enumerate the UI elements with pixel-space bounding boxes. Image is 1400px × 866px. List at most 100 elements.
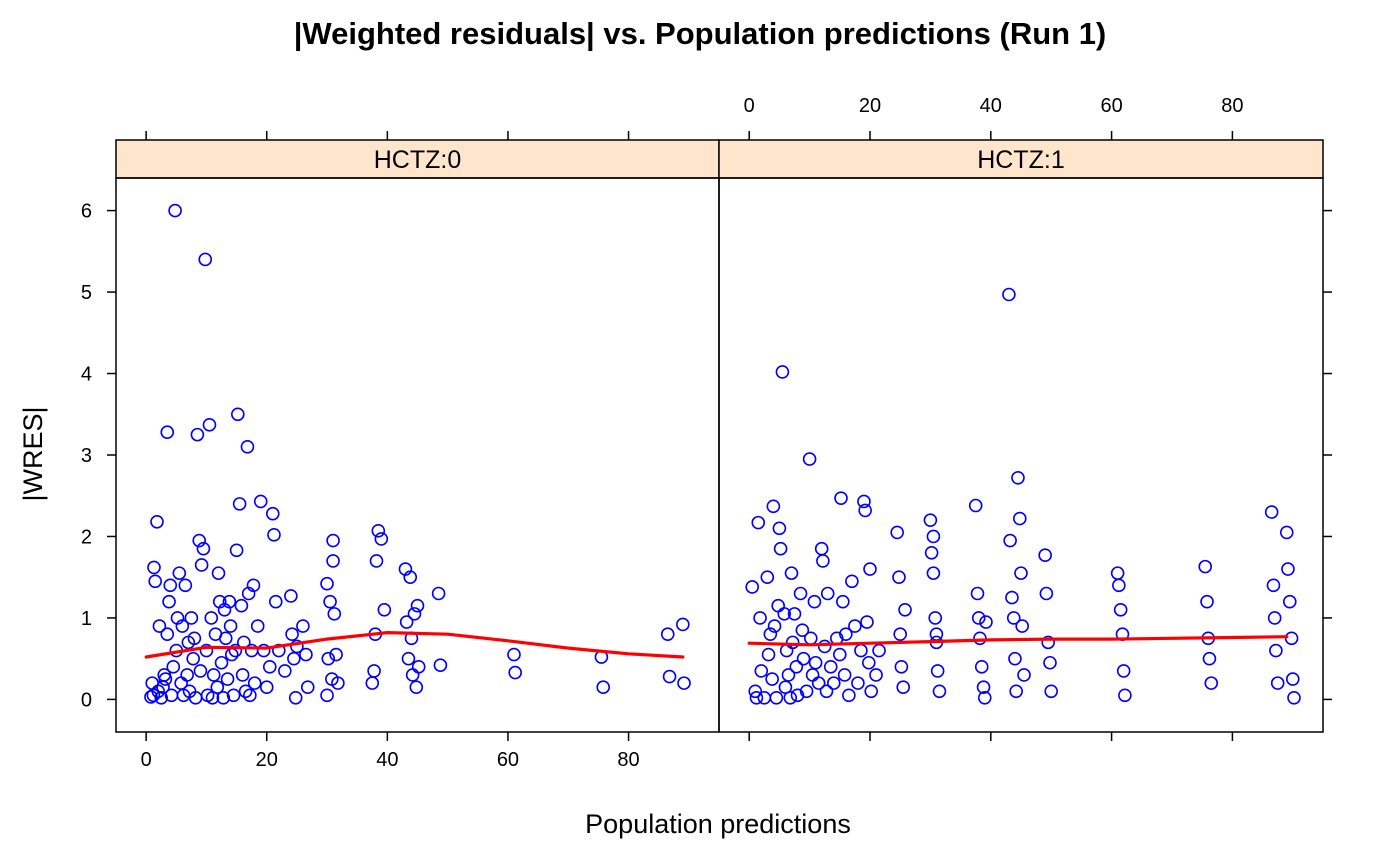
data-point bbox=[287, 651, 301, 666]
data-point bbox=[278, 664, 292, 678]
x-tick-label: 40 bbox=[980, 95, 1002, 117]
data-point bbox=[826, 676, 841, 690]
data-point bbox=[1269, 643, 1283, 658]
data-point bbox=[146, 688, 161, 703]
data-point bbox=[1200, 594, 1214, 609]
data-point bbox=[253, 494, 268, 509]
y-tick-label: 5 bbox=[81, 282, 92, 304]
data-point bbox=[861, 655, 876, 670]
data-point bbox=[326, 554, 340, 568]
data-point bbox=[872, 643, 886, 658]
data-point bbox=[1015, 619, 1030, 633]
data-point bbox=[265, 506, 280, 521]
data-point bbox=[926, 566, 941, 580]
data-point bbox=[837, 668, 852, 682]
data-point bbox=[1204, 676, 1219, 690]
data-point bbox=[820, 586, 835, 601]
data-point bbox=[924, 545, 939, 560]
data-point bbox=[814, 541, 829, 556]
x-tick-label: 80 bbox=[1221, 95, 1243, 117]
data-point bbox=[431, 586, 446, 601]
data-point bbox=[163, 578, 178, 593]
chart-title: |Weighted residuals| vs. Population pred… bbox=[294, 16, 1107, 51]
data-point bbox=[784, 566, 799, 580]
data-point bbox=[1266, 578, 1281, 593]
data-point bbox=[192, 533, 207, 548]
x-tick-label: 40 bbox=[376, 749, 398, 771]
data-point bbox=[677, 676, 691, 690]
data-point bbox=[807, 594, 822, 609]
data-point bbox=[816, 554, 830, 568]
data-point bbox=[819, 684, 834, 699]
data-point bbox=[890, 525, 904, 540]
data-point bbox=[596, 680, 611, 694]
data-point bbox=[1264, 505, 1279, 519]
data-point bbox=[272, 643, 286, 658]
data-point bbox=[151, 684, 166, 699]
data-point bbox=[896, 680, 911, 694]
x-tick-label: 20 bbox=[256, 749, 278, 771]
x-tick-label: 60 bbox=[1100, 95, 1122, 117]
data-point bbox=[971, 611, 986, 625]
data-point bbox=[772, 521, 787, 536]
data-point bbox=[288, 690, 303, 705]
data-point bbox=[214, 655, 229, 670]
data-point bbox=[1282, 594, 1297, 609]
data-point bbox=[804, 631, 818, 646]
data-point bbox=[864, 684, 879, 699]
data-point bbox=[796, 651, 811, 666]
data-point bbox=[172, 566, 187, 580]
y-axis-label: |WRES| bbox=[18, 406, 48, 501]
data-point bbox=[327, 607, 342, 621]
data-point bbox=[1198, 559, 1213, 574]
data-point bbox=[892, 570, 906, 585]
data-point bbox=[932, 684, 947, 699]
data-point bbox=[767, 619, 782, 633]
data-point bbox=[268, 594, 283, 609]
plot-area: HCTZ:0 0 20 40 60 80 0 1 2 3 4 5 6 HCTZ:1 0 20 40 60 80 bbox=[81, 95, 1332, 771]
data-point bbox=[970, 586, 985, 601]
x-axis-label: Population predictions bbox=[585, 809, 851, 839]
data-point bbox=[839, 627, 853, 642]
x-tick-label: 0 bbox=[744, 95, 755, 117]
y-tick-label: 3 bbox=[81, 445, 92, 467]
data-point bbox=[858, 503, 872, 518]
data-point bbox=[754, 664, 769, 678]
panel-strip-label: HCTZ:0 bbox=[374, 146, 462, 174]
data-point bbox=[1279, 525, 1294, 540]
data-point bbox=[851, 676, 865, 690]
data-point bbox=[238, 684, 253, 699]
data-point bbox=[1006, 611, 1021, 625]
data-point bbox=[1044, 684, 1058, 699]
data-point bbox=[296, 619, 310, 633]
data-point bbox=[790, 688, 805, 703]
data-point bbox=[1012, 511, 1027, 526]
data-point bbox=[218, 631, 233, 646]
data-point bbox=[369, 554, 384, 568]
data-point bbox=[1286, 672, 1300, 686]
data-point bbox=[1008, 651, 1022, 666]
data-point bbox=[365, 676, 380, 690]
data-point bbox=[789, 660, 804, 674]
data-point bbox=[184, 611, 199, 625]
data-point bbox=[405, 668, 420, 682]
panel-strip bbox=[718, 139, 1324, 179]
data-point bbox=[1039, 586, 1054, 601]
data-point bbox=[329, 647, 343, 662]
data-point bbox=[968, 498, 983, 513]
data-point bbox=[374, 532, 389, 546]
data-point bbox=[250, 619, 265, 633]
data-point bbox=[152, 619, 167, 633]
data-point bbox=[898, 602, 912, 617]
data-point bbox=[760, 570, 775, 585]
data-point bbox=[150, 515, 164, 529]
data-point bbox=[1110, 566, 1125, 580]
data-point bbox=[660, 627, 675, 642]
data-point bbox=[761, 647, 776, 662]
data-point bbox=[399, 615, 414, 629]
data-point bbox=[1017, 668, 1031, 682]
data-point bbox=[256, 643, 271, 658]
data-point bbox=[765, 672, 779, 686]
